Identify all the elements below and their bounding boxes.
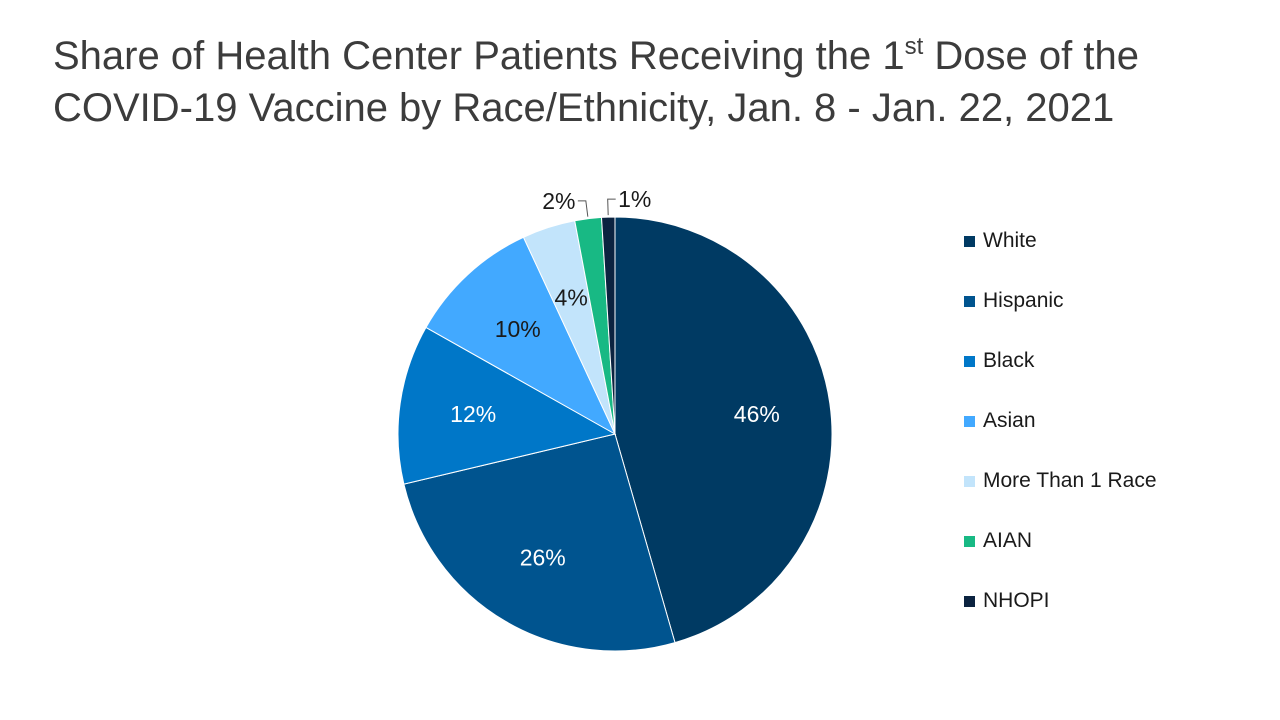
legend-item-hispanic: Hispanic: [964, 286, 1157, 316]
legend-swatch-asian: [964, 415, 975, 427]
legend-swatch-aian: [964, 535, 975, 547]
chart-title-suffix: Dose of the: [923, 34, 1139, 78]
legend-label-white: White: [983, 229, 1037, 252]
legend-label-aian: AIAN: [983, 529, 1033, 552]
legend-item-black: Black: [964, 346, 1157, 376]
legend-label-more-than-1-race: More Than 1 Race: [983, 469, 1157, 492]
data-label-nhopi: 1%: [618, 186, 651, 212]
pie-slice-black: [397, 326, 617, 485]
legend-item-more-than-1-race: More Than 1 Race: [964, 466, 1157, 496]
legend-label-black: Black: [983, 349, 1035, 372]
legend-swatch-hispanic: [964, 295, 975, 307]
data-label-aian: 2%: [542, 188, 575, 214]
data-label-black: 12%: [450, 401, 496, 427]
legend-item-asian: Asian: [964, 406, 1157, 436]
pie-slice-hispanic: [403, 433, 676, 652]
legend-label-nhopi: NHOPI: [983, 589, 1050, 612]
pie-slice-white: [614, 216, 833, 644]
pie-slice-asian: [425, 236, 617, 436]
data-label-hispanic: 26%: [520, 545, 566, 571]
data-label-asian: 10%: [495, 316, 541, 342]
leader-line-aian: [577, 200, 589, 217]
chart-legend: White Hispanic Black Asian More Than 1 Race A…: [964, 226, 1157, 646]
legend-item-white: White: [964, 226, 1157, 256]
legend-swatch-nhopi: [964, 595, 975, 607]
legend-swatch-more-than-1-race: [964, 475, 975, 487]
chart-title-superscript: st: [904, 33, 924, 60]
data-label-more-than-1-race: 4%: [555, 285, 588, 311]
pie-slice-nhopi: [600, 216, 616, 435]
legend-swatch-white: [964, 235, 975, 247]
legend-item-aian: AIAN: [964, 526, 1157, 556]
chart-title: Share of Health Center Patients Receivin…: [53, 30, 1253, 134]
leader-line-nhopi: [607, 198, 616, 216]
chart-title-prefix: Share of Health Center Patients Receivin…: [53, 34, 905, 78]
data-label-white: 46%: [734, 401, 780, 427]
legend-swatch-black: [964, 355, 975, 367]
legend-label-hispanic: Hispanic: [983, 289, 1064, 312]
chart-title-line2: COVID-19 Vaccine by Race/Ethnicity, Jan.…: [53, 86, 1115, 130]
legend-item-nhopi: NHOPI: [964, 586, 1157, 616]
legend-label-asian: Asian: [983, 409, 1036, 432]
